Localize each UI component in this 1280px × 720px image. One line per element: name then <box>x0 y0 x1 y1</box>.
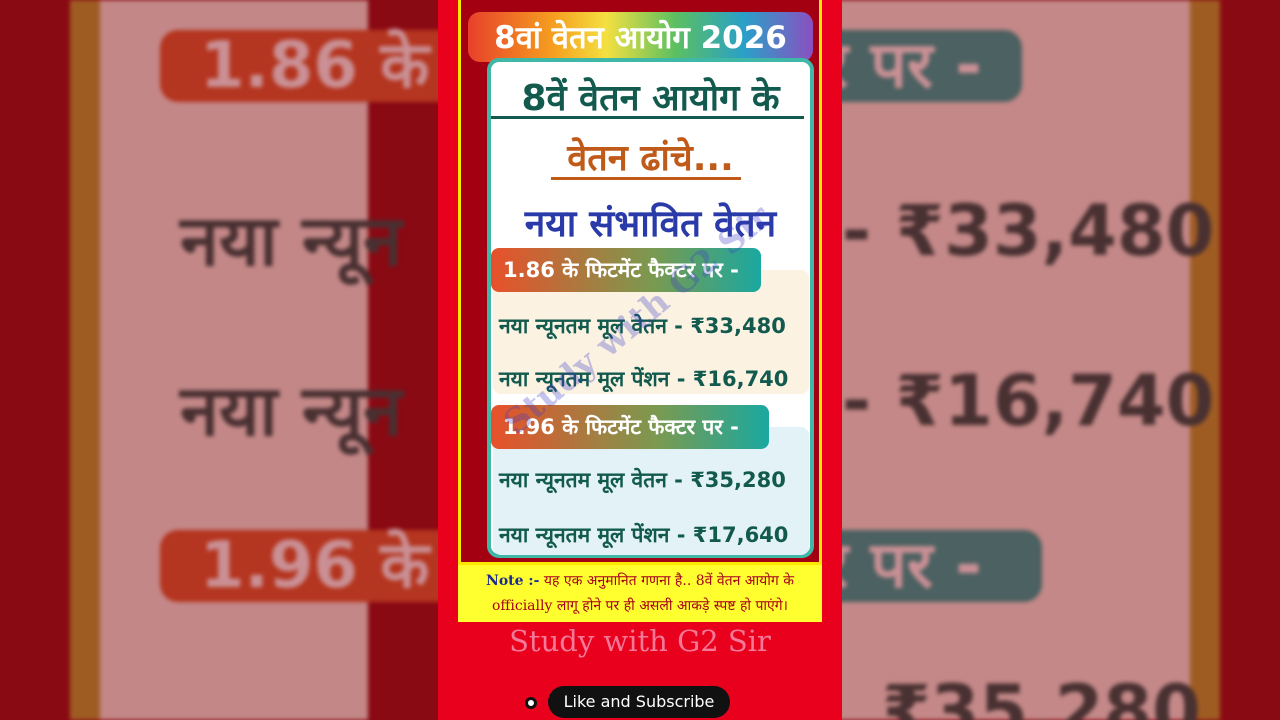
bg-text: ₹35,280 <box>882 670 1201 720</box>
bg-text: - ₹33,480 <box>842 190 1215 272</box>
bg-pill: 1.86 के <box>160 30 438 102</box>
note-text: यह एक अनुमानित गणना है.. 8वें वेतन आयोग … <box>492 573 794 614</box>
salary-row: नया न्यूनतम मूल वेतन - ₹35,280 <box>499 468 786 492</box>
bullet-dot-icon <box>525 697 537 709</box>
card-subheading: वेतन ढांचे... <box>567 138 734 179</box>
channel-brand: Study with G2 Sir <box>509 624 771 658</box>
divider <box>551 177 741 180</box>
short-video-frame: 8वां वेतन आयोग 2026 8वें वेतन आयोग के वे… <box>438 0 842 720</box>
bg-pill: र पर - <box>842 530 1042 602</box>
note-prefix: Note :- <box>486 573 540 589</box>
bg-pill: 1.96 के <box>160 530 438 602</box>
divider <box>491 116 804 119</box>
fitment-label-1-86: 1.86 के फिटमेंट फैक्टर पर - <box>491 248 761 292</box>
like-subscribe-button[interactable]: Like and Subscribe <box>548 686 730 718</box>
disclaimer-note: Note :- यह एक अनुमानित गणना है.. 8वें वे… <box>458 565 822 622</box>
title-banner: 8वां वेतन आयोग 2026 <box>468 12 813 62</box>
bg-text: नया न्यून <box>180 200 403 282</box>
blurred-background-right: र पर - - ₹33,480 - ₹16,740 र पर - ₹35,28… <box>842 0 1280 720</box>
bg-text: नया न्यून <box>180 370 403 452</box>
section-heading: नया संभावित वेतन <box>524 202 777 245</box>
content-frame: 8वां वेतन आयोग 2026 8वें वेतन आयोग के वे… <box>458 0 822 565</box>
salary-row: नया न्यूनतम मूल वेतन - ₹33,480 <box>499 314 786 338</box>
bg-text: - ₹16,740 <box>842 360 1215 442</box>
salary-card: 8वें वेतन आयोग के वेतन ढांचे... नया संभा… <box>487 58 814 558</box>
card-heading: 8वें वेतन आयोग के <box>521 78 780 119</box>
pension-row: नया न्यूनतम मूल पेंशन - ₹17,640 <box>499 523 789 547</box>
blurred-background-left: 1.86 के नया न्यून नया न्यून 1.96 के <box>0 0 438 720</box>
fitment-label-1-96: 1.96 के फिटमेंट फैक्टर पर - <box>491 405 769 449</box>
pension-row: नया न्यूनतम मूल पेंशन - ₹16,740 <box>499 367 789 391</box>
bg-pill: र पर - <box>842 30 1022 102</box>
